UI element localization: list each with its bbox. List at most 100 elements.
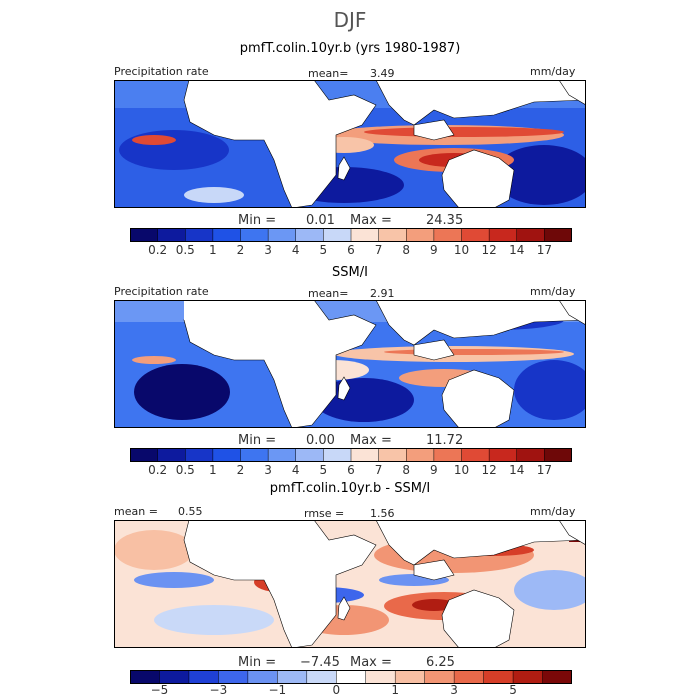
colorbar-swatch (247, 670, 278, 684)
panel1-mean-label: mean= (308, 67, 349, 80)
americas-landmass (558, 520, 586, 546)
colorbar-tick-label: 8 (402, 243, 411, 257)
map-frame (114, 520, 586, 648)
colorbar-tick-label: 5 (509, 683, 517, 697)
panel1-min-label: Min = (238, 213, 277, 228)
atlantic-north-wet (114, 530, 194, 570)
colorbar-swatch (433, 228, 463, 242)
colorbar-tick-label: −1 (268, 683, 287, 697)
colorbar-tick-label: 0.2 (148, 243, 168, 257)
colorbar-tick-label: 0 (332, 683, 341, 697)
south-atlantic-storm (184, 187, 244, 203)
colorbar-swatch (351, 228, 380, 242)
atlantic-itcz (132, 135, 176, 145)
panel3-max-label: Max = (350, 655, 392, 670)
colorbar-swatch (323, 228, 352, 242)
colorbar-swatch (277, 670, 308, 684)
colorbar-swatch (378, 448, 407, 462)
colorbar-swatch (240, 448, 269, 462)
panel1-colorbar (130, 228, 572, 242)
colorbar-tick-label: 2 (236, 243, 245, 257)
colorbar-swatch (268, 448, 297, 462)
panel3-min-value: −7.45 (300, 655, 340, 670)
panel1-title: pmfT.colin.10yr.b (yrs 1980-1987) (239, 41, 461, 56)
map-frame (114, 300, 586, 428)
colorbar-tick-label: 4 (291, 243, 300, 257)
panel3-rmse-value: 1.56 (370, 507, 395, 520)
colorbar-swatch (351, 448, 380, 462)
colorbar-swatch (130, 670, 160, 684)
colorbar-tick-label: 17 (536, 463, 553, 477)
panel2-min-value: 0.00 (306, 433, 335, 448)
panel1-mean-value: 3.49 (370, 67, 395, 80)
atlantic-south (119, 130, 229, 170)
colorbar-tick-label: 7 (374, 243, 383, 257)
colorbar-swatch (212, 448, 242, 462)
colorbar-swatch (240, 228, 269, 242)
colorbar-tick-label: 9 (430, 243, 438, 257)
atlantic-itcz (132, 356, 176, 364)
map-frame (114, 80, 586, 208)
australia-landmass (441, 149, 515, 208)
colorbar-swatch (212, 228, 242, 242)
panel3-rmse-label: rmse = (304, 507, 345, 520)
colorbar-tick-label: 0.5 (175, 243, 195, 257)
panel3-max-value: 6.25 (426, 655, 455, 670)
panel2-colorbar (130, 448, 572, 462)
colorbar-swatch (395, 670, 426, 684)
colorbar-tick-label: 7 (374, 463, 383, 477)
colorbar-tick-label: 3 (264, 243, 272, 257)
colorbar-tick-label: 9 (430, 463, 438, 477)
panel1-variable-label: Precipitation rate (114, 65, 209, 78)
colorbar-tick-label: 4 (291, 463, 300, 477)
colorbar-swatch (185, 448, 214, 462)
panel3-map (114, 520, 586, 648)
colorbar-swatch (185, 228, 214, 242)
colorbar-swatch (306, 670, 337, 684)
colorbar-swatch (544, 448, 572, 462)
colorbar-swatch (516, 448, 545, 462)
panel2-max-label: Max = (350, 433, 392, 448)
colorbar-swatch (130, 448, 159, 462)
colorbar-tick-label: 6 (347, 243, 355, 257)
africa-landmass (183, 80, 377, 208)
panel3-title: pmfT.colin.10yr.b - SSM/I (269, 481, 431, 496)
australia-landmass (441, 369, 515, 428)
colorbar-swatch (489, 448, 518, 462)
asia-landmass (375, 80, 586, 126)
season-title: DJF (333, 8, 367, 32)
americas-landmass (558, 80, 586, 106)
colorbar-tick-label: −5 (150, 683, 169, 697)
africa-landmass (183, 520, 377, 648)
panel2-map (114, 300, 586, 428)
colorbar-tick-label: 3 (264, 463, 272, 477)
madagascar-landmass (337, 596, 351, 621)
maritime-continent (413, 559, 455, 581)
maritime-continent (413, 339, 455, 361)
colorbar-swatch (157, 228, 186, 242)
panel2-min-label: Min = (238, 433, 277, 448)
colorbar-swatch (268, 228, 297, 242)
colorbar-swatch (454, 670, 485, 684)
colorbar-swatch (295, 448, 324, 462)
colorbar-tick-label: 2 (236, 463, 245, 477)
pacific-itcz-core (384, 349, 564, 355)
colorbar-swatch (323, 448, 352, 462)
panel2-mean-label: mean= (308, 287, 349, 300)
colorbar-swatch (513, 670, 544, 684)
madagascar-landmass (337, 376, 351, 401)
colorbar-frame (130, 448, 572, 462)
pacific-east-dry (514, 570, 586, 610)
panel2-units: mm/day (530, 285, 576, 298)
panel3-mean-value: 0.55 (178, 505, 203, 518)
colorbar-swatch (461, 228, 490, 242)
colorbar-swatch (336, 670, 367, 684)
colorbar-swatch (483, 670, 514, 684)
colorbar-tick-label: 14 (509, 243, 525, 257)
colorbar-tick-label: 8 (402, 463, 411, 477)
colorbar-swatch (295, 228, 324, 242)
colorbar-tick-label: 0.2 (148, 463, 168, 477)
panel2-max-value: 11.72 (426, 433, 464, 448)
colorbar-tick-label: −3 (209, 683, 228, 697)
madagascar-landmass (337, 156, 351, 181)
